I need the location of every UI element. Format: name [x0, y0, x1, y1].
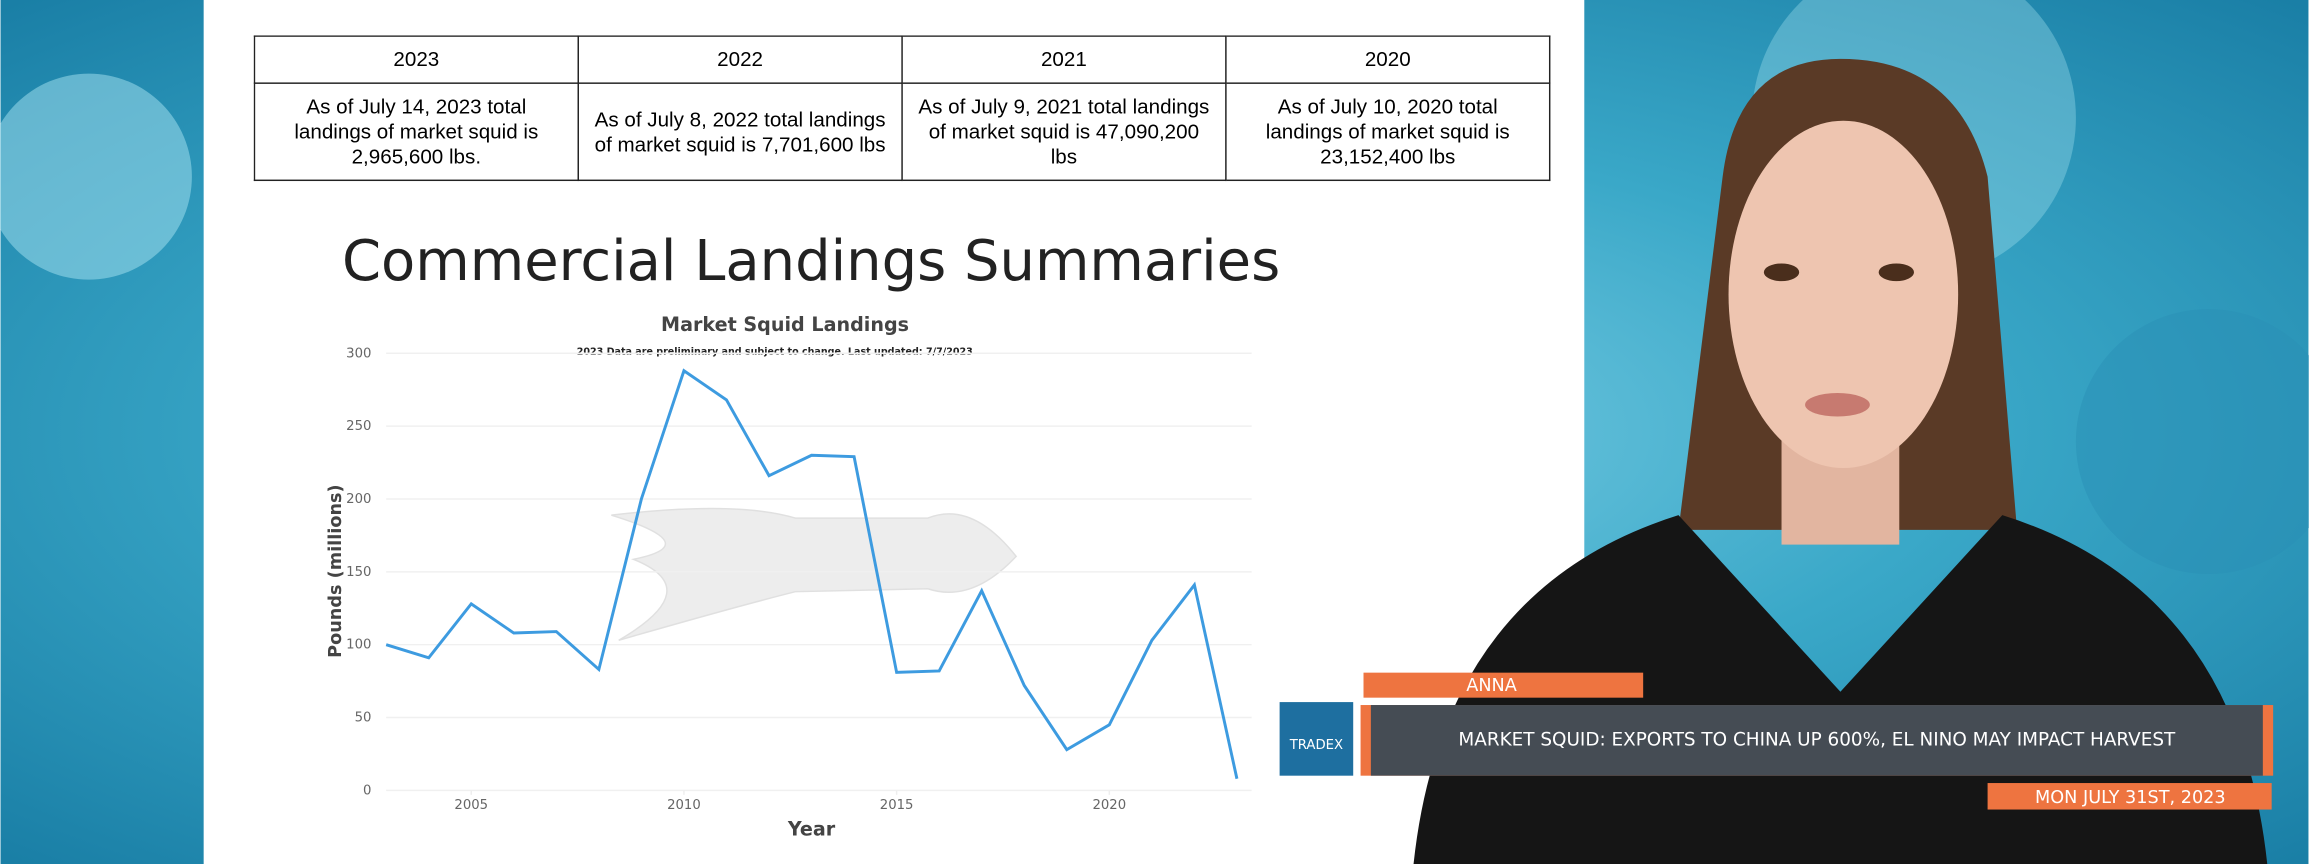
table-header: 2020 [1225, 35, 1551, 84]
chart-subtitle: 2023 Data are preliminary and subject to… [577, 346, 973, 357]
y-tick-label: 100 [346, 638, 371, 653]
chart: 0 50 100 150 200 250 300 2005 2010 2015 2020 [346, 346, 1252, 813]
name-bar [1363, 672, 1644, 698]
x-tick-label: 2005 [454, 798, 488, 813]
logo: TRADEX [1289, 738, 1343, 753]
data-line [385, 368, 1239, 780]
face [1728, 120, 1959, 469]
eye [1763, 263, 1800, 282]
table-header: 2023 [253, 35, 579, 84]
table-cell: As of July 9, 2021 total landings of mar… [901, 82, 1227, 182]
y-tick-label: 250 [346, 419, 371, 434]
date-bar [1987, 783, 2272, 810]
table-header: 2021 [901, 35, 1227, 84]
bokeh [2075, 309, 2309, 574]
y-tick-label: 150 [346, 565, 371, 580]
y-tick-label: 200 [346, 492, 371, 507]
headline: MARKET SQUID: EXPORTS TO CHINA UP 600%, … [1458, 729, 2176, 750]
squid-body [611, 507, 1018, 641]
top [1413, 515, 2268, 864]
table-wrap: 2023 2022 2021 2020 As of July 14, 2023 tot… [253, 35, 1551, 182]
date: MON JULY 31ST, 2023 [2035, 788, 2226, 808]
landings-table: 2023 2022 2021 2020 As of July 14, 2023 tot… [253, 35, 1551, 182]
x-tick-label: 2010 [667, 798, 701, 813]
table-cell: As of July 14, 2023 total landings of ma… [253, 82, 579, 182]
chart-title: Market Squid Landings [661, 313, 909, 336]
y-tick-label: 50 [355, 711, 372, 726]
y-tick-label: 0 [363, 783, 371, 798]
x-axis-label: Year [787, 818, 836, 841]
presenter-name: ANNA [1466, 676, 1517, 696]
x-tick-label: 2020 [1092, 798, 1126, 813]
table-cell: As of July 8, 2022 total landings of mar… [577, 82, 903, 182]
mouth [1805, 392, 1870, 417]
eye [1878, 263, 1914, 282]
logo-box [1279, 702, 1354, 776]
bokeh [0, 73, 192, 280]
headline-bar [1370, 705, 2263, 776]
table-cell: As of July 10, 2020 total landings of ma… [1225, 82, 1551, 182]
x-tick-label: 2015 [880, 798, 914, 813]
heading: Commercial Landings Summaries [342, 229, 1280, 294]
squid-illustration [611, 507, 1018, 641]
y-axis-label: Pounds (millions) [326, 484, 346, 657]
y-tick-label: 300 [346, 346, 371, 361]
table-header: 2022 [577, 35, 903, 84]
